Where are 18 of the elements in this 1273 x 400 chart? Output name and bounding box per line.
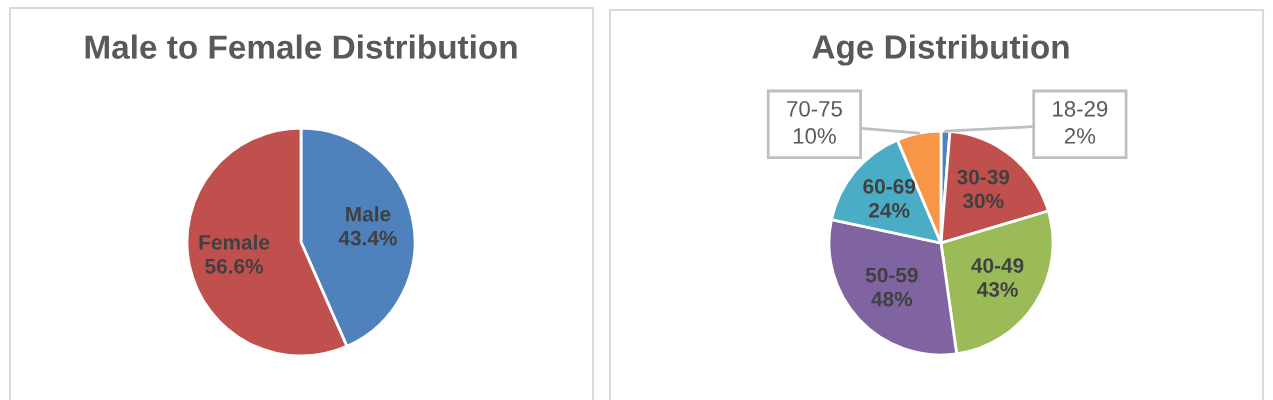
data-label: 2% bbox=[1064, 128, 1096, 144]
slice-label: Female bbox=[199, 234, 270, 250]
slice-label: 18-29 bbox=[1053, 100, 1108, 117]
data-label: 24% bbox=[869, 203, 910, 218]
data-label: 30% bbox=[962, 193, 1004, 209]
chart-title: Male to Female Distribution bbox=[85, 34, 517, 59]
data-label: 43% bbox=[977, 282, 1018, 297]
data-label: 43.4% bbox=[338, 230, 397, 246]
slice-label: 40-49 bbox=[971, 258, 1024, 273]
data-label: 10% bbox=[793, 128, 836, 144]
slice-label: 50-59 bbox=[865, 267, 918, 283]
slice-label: 30-39 bbox=[957, 169, 1010, 185]
slice-label: 60-69 bbox=[863, 179, 916, 194]
slice-label: Male bbox=[346, 206, 391, 222]
data-label: 56.6% bbox=[205, 258, 264, 274]
data-label: 48% bbox=[871, 291, 913, 307]
chart-title: Age Distribution bbox=[812, 34, 1069, 66]
slice-label: 70-75 bbox=[787, 100, 842, 117]
